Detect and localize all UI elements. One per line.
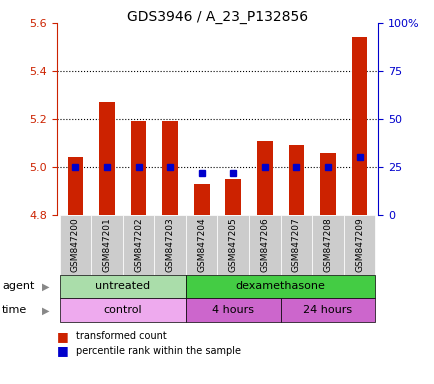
Bar <box>130 121 146 215</box>
Text: ▶: ▶ <box>42 305 49 315</box>
Text: GSM847208: GSM847208 <box>323 217 332 272</box>
Text: percentile rank within the sample: percentile rank within the sample <box>76 346 240 356</box>
Bar <box>225 179 240 215</box>
Text: transformed count: transformed count <box>76 331 167 341</box>
Text: GSM847209: GSM847209 <box>354 217 363 272</box>
Text: GSM847203: GSM847203 <box>165 217 174 272</box>
Bar <box>288 146 304 215</box>
Text: GSM847207: GSM847207 <box>291 217 300 272</box>
Bar <box>256 141 272 215</box>
Bar <box>162 121 178 215</box>
Text: untreated: untreated <box>95 281 150 291</box>
Text: ■: ■ <box>56 330 68 343</box>
Text: GSM847201: GSM847201 <box>102 217 111 272</box>
Text: GDS3946 / A_23_P132856: GDS3946 / A_23_P132856 <box>127 10 307 23</box>
Text: time: time <box>2 305 27 315</box>
Text: agent: agent <box>2 281 34 291</box>
Text: control: control <box>103 305 142 315</box>
Text: GSM847205: GSM847205 <box>228 217 237 272</box>
Text: GSM847206: GSM847206 <box>260 217 269 272</box>
Text: GSM847204: GSM847204 <box>197 217 206 272</box>
Bar <box>67 157 83 215</box>
Text: GSM847202: GSM847202 <box>134 217 143 272</box>
Bar <box>351 37 367 215</box>
Bar <box>99 102 115 215</box>
Bar <box>194 184 209 215</box>
Text: GSM847200: GSM847200 <box>71 217 80 272</box>
Bar <box>319 153 335 215</box>
Text: 24 hours: 24 hours <box>302 305 352 315</box>
Text: ■: ■ <box>56 344 68 358</box>
Text: dexamethasone: dexamethasone <box>235 281 325 291</box>
Text: ▶: ▶ <box>42 281 49 291</box>
Text: 4 hours: 4 hours <box>212 305 254 315</box>
